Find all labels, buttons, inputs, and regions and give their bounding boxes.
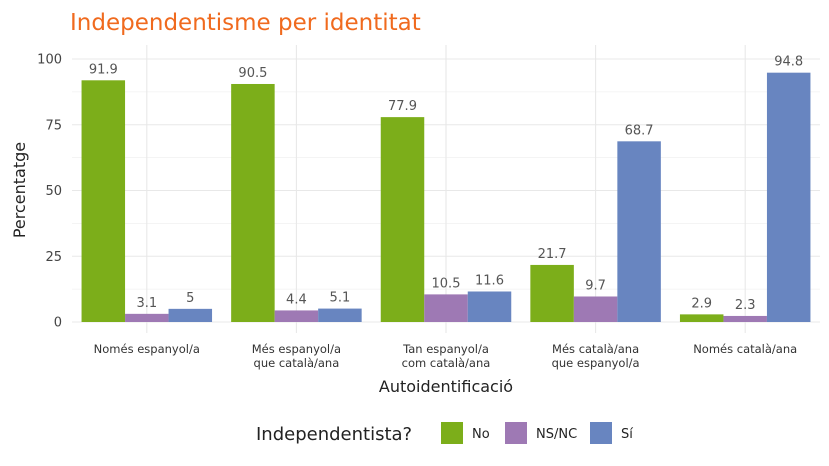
bar-ns-nc xyxy=(723,315,767,322)
x-tick-label: Només espanyol/a xyxy=(94,342,200,356)
y-axis-ticks: 0 25 50 75 100 xyxy=(37,53,62,331)
bar-s- xyxy=(766,72,811,323)
bar-s- xyxy=(617,141,661,322)
y-tick-label: 0 xyxy=(54,316,62,331)
data-label: 94.8 xyxy=(774,55,803,70)
x-axis-title: Autoidentificació xyxy=(379,377,513,396)
legend-key-no xyxy=(441,422,463,444)
x-tick-label: Més català/ana que espanyol/a xyxy=(552,342,640,370)
legend-label: NS/NC xyxy=(536,427,577,442)
bar-no xyxy=(380,117,425,322)
data-label: 91.9 xyxy=(89,62,118,77)
x-tick-label: Tan espanyol/a com català/ana xyxy=(402,342,491,370)
y-axis-title: Percentatge xyxy=(10,142,29,238)
data-label: 2.9 xyxy=(691,296,712,311)
data-label: 77.9 xyxy=(388,99,417,114)
data-label: 21.7 xyxy=(538,247,567,262)
bar-no xyxy=(679,314,724,322)
data-label: 9.7 xyxy=(585,278,606,293)
legend-title: Independentista? xyxy=(256,424,412,445)
bar-s- xyxy=(168,308,213,322)
bars xyxy=(81,72,811,323)
data-label: 5.1 xyxy=(330,291,351,306)
y-tick-label: 75 xyxy=(45,118,62,133)
bar-ns-nc xyxy=(274,310,319,322)
data-label: 4.4 xyxy=(286,292,307,307)
y-tick-label: 50 xyxy=(45,184,62,199)
bar-no xyxy=(530,264,574,322)
legend: Independentista? No NS/NC Sí xyxy=(256,422,633,445)
x-tick-label: Més espanyol/a que català/ana xyxy=(252,342,341,370)
bar-no xyxy=(231,83,275,322)
data-labels: 91.9 3.1 5 90.5 4.4 5.1 77.9 10.5 11.6 21.7 9.7 68.… xyxy=(89,55,803,313)
x-tick-label: Només català/ana xyxy=(693,342,797,356)
bar-no xyxy=(81,80,126,322)
legend-label: No xyxy=(472,427,490,442)
legend-key-ns-nc xyxy=(505,422,527,444)
y-tick-label: 100 xyxy=(37,53,62,68)
data-label: 3.1 xyxy=(136,296,157,311)
bar-ns-nc xyxy=(573,296,618,322)
bar-s- xyxy=(467,291,512,322)
chart-title: Independentisme per identitat xyxy=(70,10,421,36)
data-label: 2.3 xyxy=(735,298,756,313)
data-label: 11.6 xyxy=(475,273,504,288)
data-label: 5 xyxy=(186,291,194,306)
x-axis-ticks: Només espanyol/a Més espanyol/a que català… xyxy=(94,342,798,370)
bar-ns-nc xyxy=(424,294,468,322)
data-label: 90.5 xyxy=(238,66,267,81)
legend-key-s- xyxy=(590,422,612,444)
bar-s- xyxy=(318,308,362,322)
legend-label: Sí xyxy=(621,427,633,442)
data-label: 10.5 xyxy=(432,276,461,291)
data-label: 68.7 xyxy=(625,123,654,138)
y-tick-label: 25 xyxy=(45,250,62,265)
bar-ns-nc xyxy=(125,313,169,322)
